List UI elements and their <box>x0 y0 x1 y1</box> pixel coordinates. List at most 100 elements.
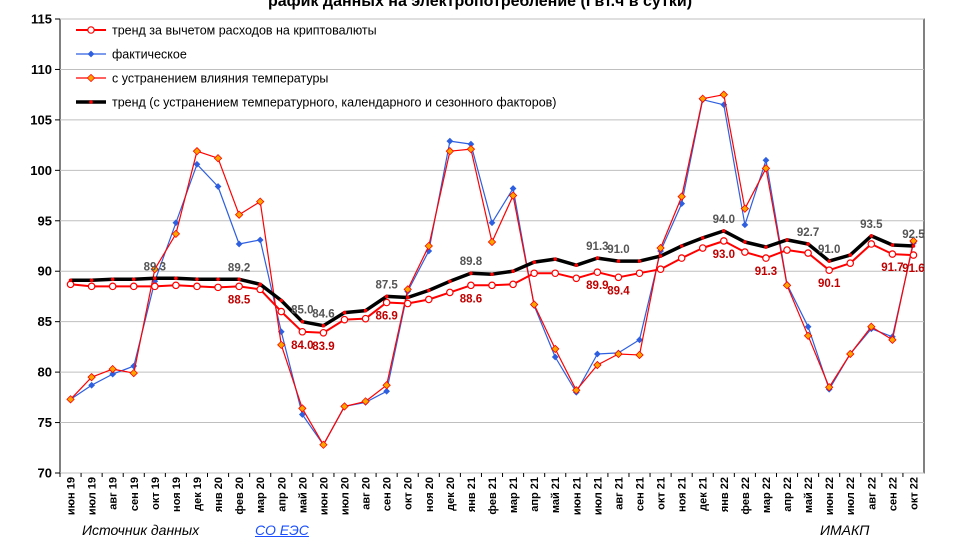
point <box>279 298 284 303</box>
point <box>87 282 96 291</box>
point <box>614 273 623 282</box>
point <box>508 191 518 200</box>
point <box>424 241 433 251</box>
x-tick-label: фев 21 <box>487 477 499 515</box>
point <box>658 254 663 258</box>
point <box>467 281 475 290</box>
point <box>593 360 602 370</box>
x-tick-label: окт 22 <box>908 477 920 510</box>
y-tick-label: 95 <box>38 213 52 228</box>
data-label: 91.3 <box>755 266 777 278</box>
point <box>719 90 728 99</box>
point <box>213 154 223 163</box>
point <box>319 328 328 337</box>
x-tick-label: июн 20 <box>318 477 330 515</box>
point <box>235 282 243 291</box>
footer-source-link[interactable]: СО ЕЭС <box>255 522 309 538</box>
point <box>529 300 539 309</box>
data-label: 91.7 <box>881 262 903 274</box>
point <box>825 266 833 275</box>
data-label: 89.9 <box>586 280 608 292</box>
legend-marker <box>89 100 93 104</box>
point <box>445 146 455 156</box>
point <box>782 281 792 290</box>
point <box>214 283 222 292</box>
x-tick-label: май 21 <box>550 477 562 513</box>
point <box>446 288 454 297</box>
x-axis: июн 19 июл 19 авг 19 сен 19 окт 19 ноя 19 дек … <box>59 473 920 515</box>
point <box>572 274 581 283</box>
x-tick-label: ноя 21 <box>677 477 689 512</box>
legend-marker <box>87 26 95 34</box>
point <box>551 353 559 361</box>
point <box>825 383 834 392</box>
point <box>256 236 264 244</box>
point <box>319 440 328 449</box>
point <box>677 254 686 262</box>
point <box>803 331 813 340</box>
point <box>762 254 770 262</box>
data-label: 90.1 <box>818 278 841 290</box>
point <box>783 246 791 254</box>
point <box>129 282 138 291</box>
data-label: 91.3 <box>586 241 608 253</box>
point <box>342 310 347 315</box>
point <box>108 364 117 374</box>
point <box>172 281 180 290</box>
x-tick-label: июл 22 <box>845 477 857 515</box>
point <box>258 282 262 287</box>
point <box>741 248 749 256</box>
y-tick-label: 90 <box>38 264 52 279</box>
x-tick-label: апр 22 <box>782 477 794 512</box>
point <box>403 299 412 308</box>
point <box>511 269 515 274</box>
x-tick-label: сен 22 <box>887 477 899 511</box>
legend-entry-2: с устранением влияния температуры <box>76 72 328 86</box>
x-tick-label: сен 21 <box>635 477 647 511</box>
y-tick-label: 110 <box>31 62 52 77</box>
y-tick-label: 75 <box>38 415 52 430</box>
data-label: 93.0 <box>713 249 735 261</box>
point <box>595 256 600 260</box>
point <box>888 250 897 258</box>
point <box>383 387 390 395</box>
data-label: 86.9 <box>375 310 397 322</box>
point <box>635 269 644 278</box>
x-tick-label: сен 20 <box>382 477 394 511</box>
point <box>298 404 307 413</box>
point <box>193 282 201 291</box>
point <box>469 271 473 276</box>
point <box>382 381 391 390</box>
point <box>277 340 286 350</box>
series-2 <box>66 90 918 449</box>
point <box>340 402 349 411</box>
x-tick-label: июн 19 <box>66 477 78 515</box>
x-tick-label: мар 20 <box>255 477 267 513</box>
point <box>448 279 452 284</box>
point <box>700 236 705 240</box>
source-footer: Источник данных СО ЕЭС ИМАКП <box>0 522 960 540</box>
legend-label: с устранением влияния температуры <box>112 72 328 86</box>
series-3 <box>68 229 916 328</box>
point <box>574 263 579 267</box>
point <box>89 278 94 283</box>
point <box>509 185 517 192</box>
point <box>530 269 538 278</box>
point <box>488 219 496 227</box>
data-label: 89.3 <box>144 261 166 273</box>
x-tick-label: апр 21 <box>529 477 541 512</box>
grid <box>59 18 925 474</box>
x-tick-label: авг 20 <box>361 477 373 510</box>
x-tick-label: ноя 20 <box>424 477 436 512</box>
point <box>677 192 686 201</box>
data-label: 89.2 <box>228 262 250 274</box>
y-tick-label: 100 <box>30 163 52 178</box>
x-tick-label: авг 22 <box>866 477 878 510</box>
point <box>720 237 728 245</box>
chart-title: рафик данных на электропотребление (Гвт.… <box>268 0 692 10</box>
point <box>403 285 412 294</box>
point <box>361 397 370 406</box>
point <box>174 276 178 281</box>
x-tick-label: авг 21 <box>613 477 625 510</box>
